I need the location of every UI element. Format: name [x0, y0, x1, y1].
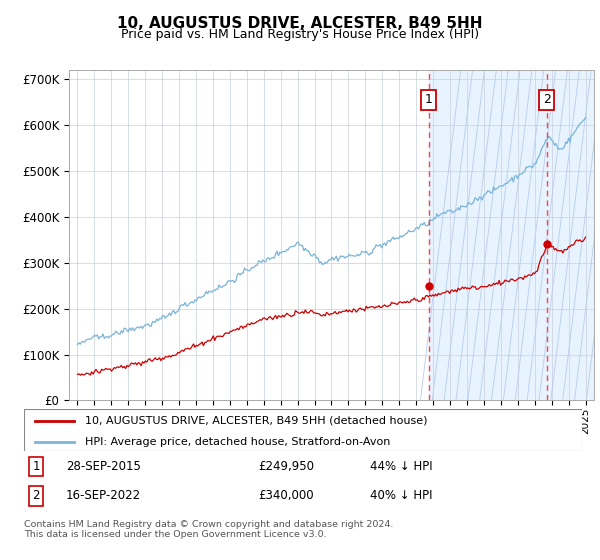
FancyBboxPatch shape — [24, 409, 582, 451]
Text: Price paid vs. HM Land Registry's House Price Index (HPI): Price paid vs. HM Land Registry's House … — [121, 28, 479, 41]
Text: 40% ↓ HPI: 40% ↓ HPI — [370, 489, 433, 502]
Text: 28-SEP-2015: 28-SEP-2015 — [66, 460, 141, 473]
Text: £249,950: £249,950 — [259, 460, 314, 473]
Text: £340,000: £340,000 — [259, 489, 314, 502]
Text: Contains HM Land Registry data © Crown copyright and database right 2024.
This d: Contains HM Land Registry data © Crown c… — [24, 520, 394, 539]
Text: 1: 1 — [425, 93, 433, 106]
Text: 16-SEP-2022: 16-SEP-2022 — [66, 489, 141, 502]
Bar — [429, 70, 594, 400]
Text: 2: 2 — [543, 93, 551, 106]
Text: 2: 2 — [32, 489, 40, 502]
Text: 1: 1 — [32, 460, 40, 473]
Text: 10, AUGUSTUS DRIVE, ALCESTER, B49 5HH: 10, AUGUSTUS DRIVE, ALCESTER, B49 5HH — [117, 16, 483, 31]
Text: 10, AUGUSTUS DRIVE, ALCESTER, B49 5HH (detached house): 10, AUGUSTUS DRIVE, ALCESTER, B49 5HH (d… — [85, 416, 428, 426]
Text: HPI: Average price, detached house, Stratford-on-Avon: HPI: Average price, detached house, Stra… — [85, 437, 391, 446]
Text: 44% ↓ HPI: 44% ↓ HPI — [370, 460, 433, 473]
